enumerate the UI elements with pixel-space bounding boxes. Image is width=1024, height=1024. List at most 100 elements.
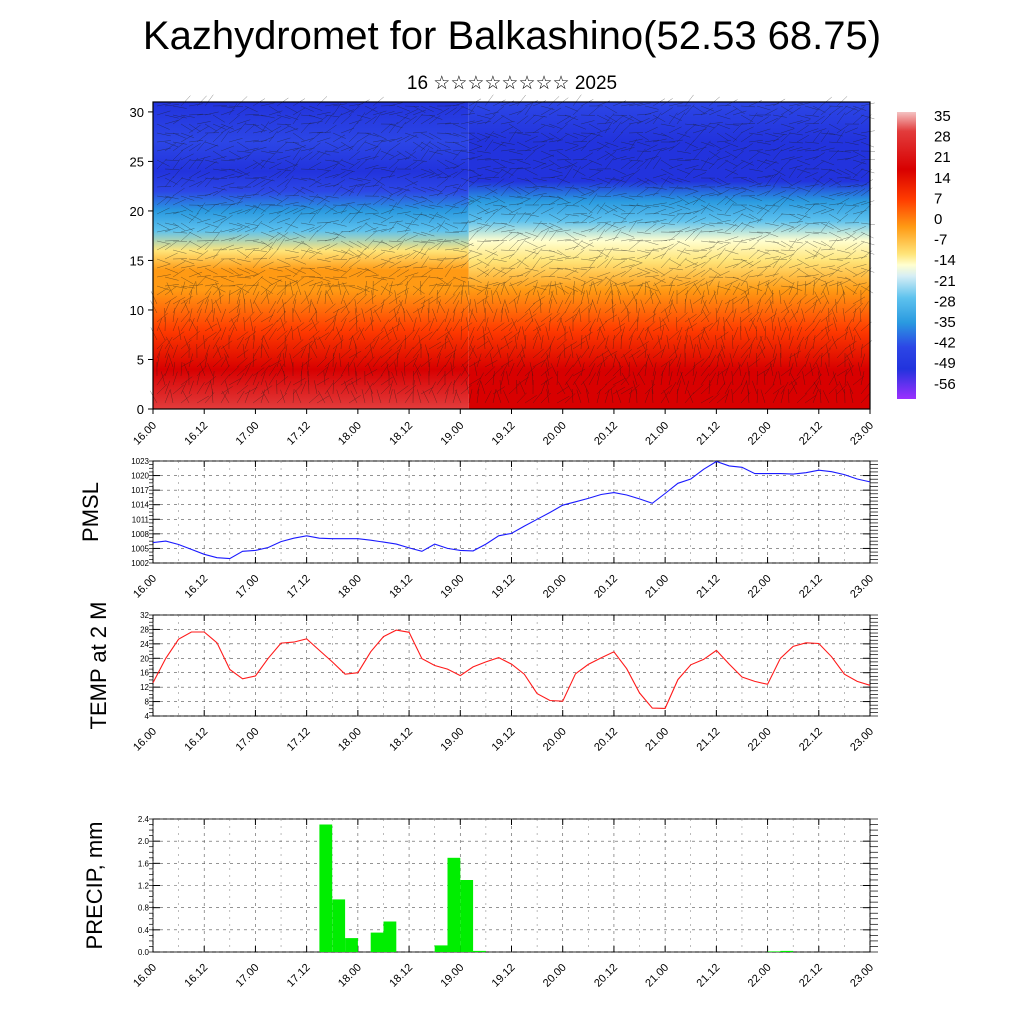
temp-panel-series-line [152, 629, 871, 709]
pmsl-panel-ytick: 1014 [131, 501, 149, 510]
cross-section-ytick: 5 [137, 352, 144, 367]
precip-panel-xtick: 17.12 [285, 962, 313, 990]
precip-panel-xtick: 16.00 [131, 962, 159, 990]
precip-panel-bar [370, 932, 384, 952]
temp-panel-xtick: 17.00 [234, 726, 262, 754]
temp-panel-ytick: 16 [140, 669, 149, 678]
temp-panel-xtick: 21.12 [695, 726, 723, 754]
pmsl-panel-xtick: 22.00 [746, 573, 774, 601]
precip-panel-ytick: 0.0 [138, 948, 150, 957]
pmsl-panel-series-line [152, 460, 871, 560]
temp-panel-xtick: 19.12 [490, 726, 518, 754]
precip-panel-bar [332, 899, 346, 952]
pmsl-panel: 16.00 16.12 17.00 17.12 18.00 18.12 19.00 19.12… [78, 457, 878, 601]
temp-panel-xtick: 18.00 [336, 726, 364, 754]
cross-section-xtick: 17.12 [285, 420, 313, 448]
precip-panel-xtick: 18.12 [387, 962, 415, 990]
colorbar-label: -14 [934, 252, 956, 269]
precip-panel-xtick: 18.00 [336, 962, 364, 990]
colorbar-label: 28 [934, 129, 951, 146]
precip-panel-ytick: 1.2 [138, 882, 150, 891]
colorbar-label: -21 [934, 273, 956, 290]
page-title: Kazhydromet for Balkashino(52.53 68.75) [142, 14, 882, 58]
precip-panel-ytick: 0.8 [138, 904, 150, 913]
pmsl-panel-xtick: 17.12 [285, 573, 313, 601]
pmsl-panel-xtick: 18.12 [387, 573, 415, 601]
precip-panel-bar [345, 938, 358, 952]
precip-panel-ytick: 2.0 [138, 837, 150, 846]
temp-panel-xtick: 16.00 [131, 726, 159, 754]
precip-panel-xtick: 16.12 [182, 962, 210, 990]
pmsl-panel-ytick: 1008 [131, 530, 149, 539]
colorbar-label: 14 [934, 170, 951, 187]
precip-panel-xtick: 19.12 [490, 962, 518, 990]
cross-section-xtick: 19.00 [438, 420, 466, 448]
temp-panel-xtick: 21.00 [643, 726, 671, 754]
precip-panel-xtick: 20.00 [541, 962, 569, 990]
cross-section-ytick: 30 [130, 105, 144, 120]
cross-section-xtick: 21.12 [695, 420, 723, 448]
pmsl-panel-ytick: 1005 [131, 544, 149, 553]
temp-panel-ylabel: TEMP at 2 M [86, 602, 111, 730]
cross-section-xtick: 16.00 [131, 420, 159, 448]
precip-panel-bar [434, 945, 448, 952]
colorbar-label: -49 [934, 355, 956, 372]
pmsl-panel-xtick: 17.00 [234, 573, 262, 601]
precip-panel-bar [460, 880, 474, 952]
temp-panel-xtick: 23.00 [848, 726, 876, 754]
colorbar-label: 35 [934, 108, 951, 125]
temp-panel-ytick: 20 [140, 654, 149, 663]
colorbar-label: 7 [934, 190, 942, 207]
cross-section-xtick: 21.00 [643, 420, 671, 448]
pmsl-panel-xtick: 19.00 [438, 573, 466, 601]
colorbar-label: -7 [934, 232, 947, 249]
temp-panel-xtick: 20.12 [592, 726, 620, 754]
pmsl-panel-ytick: 1023 [131, 457, 149, 466]
precip-panel-bar [319, 824, 333, 952]
cross-section-ytick: 25 [130, 154, 144, 169]
wind-barbs [149, 94, 876, 404]
colorbar-label: -42 [934, 335, 956, 352]
pmsl-panel-ytick: 1011 [132, 515, 150, 524]
cross-section-xtick: 17.00 [234, 420, 262, 448]
cross-section-ytick: 10 [130, 303, 144, 318]
cross-section-xtick: 23.00 [848, 420, 876, 448]
temp-panel-ytick: 8 [145, 698, 150, 707]
precip-panel-xtick: 19.00 [438, 962, 466, 990]
temp-panel-xtick: 19.00 [438, 726, 466, 754]
precip-panel-ylabel: PRECIP, mm [82, 822, 107, 950]
cross-section-ytick: 15 [130, 253, 144, 268]
pmsl-panel-ytick: 1002 [131, 559, 149, 568]
cross-section-panel: 0 5 10 15 20 25 30 16.00 16.12 17.00 17.12 18.00 18.… [130, 94, 956, 448]
pmsl-panel-xtick: 23.00 [848, 573, 876, 601]
cross-section-xtick: 18.12 [387, 420, 415, 448]
precip-panel-xtick: 21.00 [643, 962, 671, 990]
temp-panel-xtick: 18.12 [387, 726, 415, 754]
cross-section-ytick: 0 [137, 402, 144, 417]
colorbar-label: 21 [934, 149, 951, 166]
precip-panel-bar [780, 950, 794, 952]
colorbar-label: -56 [934, 376, 956, 393]
pmsl-panel-xtick: 19.12 [490, 573, 518, 601]
cross-section-xtick: 19.12 [490, 420, 518, 448]
cross-section-ytick: 20 [130, 204, 144, 219]
pmsl-panel-xtick: 21.12 [695, 573, 723, 601]
pmsl-panel-ylabel: PMSL [78, 482, 103, 542]
temp-panel-xtick: 16.12 [182, 726, 210, 754]
temp-panel-xtick: 17.12 [285, 726, 313, 754]
cross-section-xtick: 16.12 [182, 420, 210, 448]
precip-panel-xtick: 20.12 [592, 962, 620, 990]
precip-panel-bar [473, 950, 486, 952]
cross-section-xtick: 20.12 [592, 420, 620, 448]
temp-panel-xtick: 22.00 [746, 726, 774, 754]
precip-panel: 16.00 16.12 17.00 17.12 18.00 18.12 19.00 19.12… [82, 815, 878, 990]
precip-panel-bar [767, 951, 781, 952]
pmsl-panel-xtick: 16.12 [182, 573, 210, 601]
colorbar-label: -28 [934, 293, 956, 310]
colorbar [897, 112, 916, 399]
precip-panel-xtick: 22.00 [746, 962, 774, 990]
pmsl-panel-xtick: 18.00 [336, 573, 364, 601]
cross-section-xtick: 20.00 [541, 420, 569, 448]
precip-panel-xtick: 17.00 [234, 962, 262, 990]
